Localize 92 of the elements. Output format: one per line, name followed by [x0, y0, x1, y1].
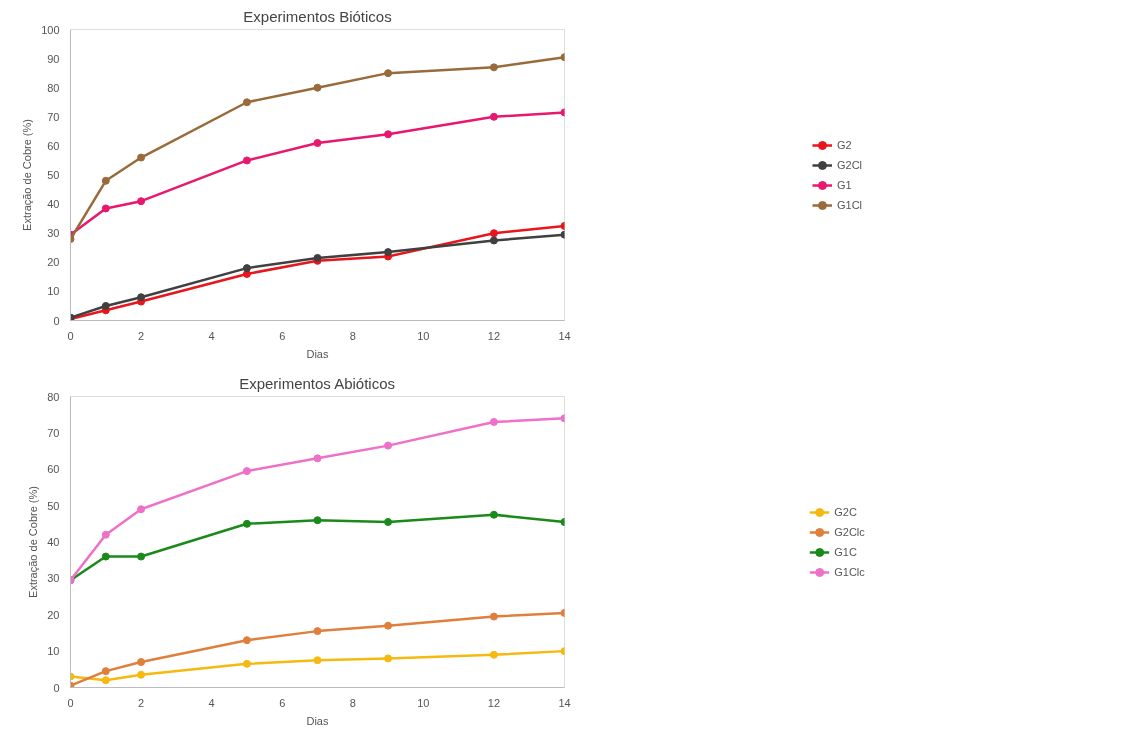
chart-title: Experimentos Abióticos [239, 374, 396, 392]
point [313, 83, 322, 92]
point [242, 636, 251, 645]
x-tick-label: 6 [279, 696, 286, 709]
point [313, 516, 322, 525]
x-tick-label: 12 [487, 696, 501, 709]
x-tick-label: 14 [558, 696, 571, 709]
point [384, 441, 393, 450]
y-tick-label: 10 [47, 285, 60, 298]
legend-label: G1 [836, 178, 853, 191]
y-tick-label: 70 [47, 426, 60, 439]
y-tick-label: 30 [47, 572, 60, 585]
point [313, 627, 322, 636]
point [242, 156, 251, 165]
point [384, 248, 393, 257]
point [489, 417, 498, 426]
point [101, 552, 110, 561]
point [101, 676, 110, 685]
point [384, 130, 393, 139]
legend-label: G1Cl [836, 198, 863, 211]
y-tick-label: 40 [47, 198, 60, 211]
chart-title: Experimentos Bióticos [243, 7, 392, 25]
y-axis-title: Extração de Cobre (%) [21, 119, 34, 231]
point [137, 197, 146, 206]
legend-label: G1Clc [834, 565, 865, 578]
point [489, 612, 498, 621]
y-tick-label: 20 [47, 256, 60, 269]
x-axis-title: Dias [306, 714, 329, 727]
y-tick-label: 90 [47, 52, 60, 65]
y-tick-label: 70 [47, 110, 60, 123]
x-tick-label: 6 [279, 329, 286, 342]
point [313, 454, 322, 463]
x-tick-label: 10 [417, 329, 430, 342]
y-tick-label: 0 [53, 681, 60, 694]
y-tick-label: 50 [47, 499, 60, 512]
legend-label: G1C [834, 545, 857, 558]
y-tick-label: 100 [41, 23, 60, 36]
point [489, 650, 498, 659]
point [384, 518, 393, 526]
point [242, 98, 251, 107]
y-tick-label: 40 [47, 536, 60, 548]
point [242, 264, 251, 273]
x-axis-title: Dias [306, 347, 329, 360]
point [137, 505, 146, 514]
x-tick-label: 4 [208, 329, 215, 342]
point [137, 153, 146, 162]
x-tick-label: 0 [67, 329, 74, 342]
point [242, 519, 251, 528]
legend-label: G2 [836, 138, 853, 151]
point [101, 667, 110, 676]
y-tick-label: 10 [47, 645, 60, 658]
y-tick-label: 20 [47, 608, 60, 621]
point [101, 176, 110, 185]
point [101, 204, 110, 213]
y-tick-label: 80 [47, 81, 60, 94]
point [489, 63, 498, 72]
point [384, 654, 393, 663]
legend-label: G2Clc [834, 525, 865, 538]
y-tick-label: 80 [47, 390, 60, 403]
point [137, 552, 146, 561]
y-tick-label: 60 [47, 463, 60, 476]
x-tick-label: 2 [138, 696, 145, 709]
y-tick-label: 30 [47, 227, 60, 240]
point [137, 670, 146, 679]
point [137, 658, 146, 667]
point [137, 293, 146, 302]
point [489, 112, 498, 121]
y-axis-title: Extração de Cobre (%) [27, 486, 40, 598]
point [242, 467, 251, 476]
x-tick-label: 12 [487, 329, 501, 342]
y-tick-label: 0 [53, 314, 60, 327]
x-tick-label: 10 [417, 696, 430, 709]
point [313, 139, 322, 147]
point [384, 621, 393, 630]
x-tick-label: 4 [208, 696, 215, 709]
point [489, 510, 498, 519]
point [489, 236, 498, 245]
point [489, 229, 498, 238]
y-tick-label: 60 [47, 139, 60, 152]
point [384, 69, 393, 78]
point [242, 659, 251, 668]
x-tick-label: 2 [138, 329, 145, 342]
point [313, 656, 322, 665]
legend-label: G2C [834, 505, 857, 518]
x-tick-label: 8 [349, 329, 356, 342]
x-tick-label: 14 [558, 329, 571, 342]
point [101, 530, 110, 539]
x-tick-label: 8 [349, 696, 356, 709]
y-tick-label: 50 [47, 169, 60, 181]
legend-label: G2Cl [836, 158, 863, 171]
point [101, 301, 110, 310]
x-tick-label: 0 [67, 696, 74, 709]
